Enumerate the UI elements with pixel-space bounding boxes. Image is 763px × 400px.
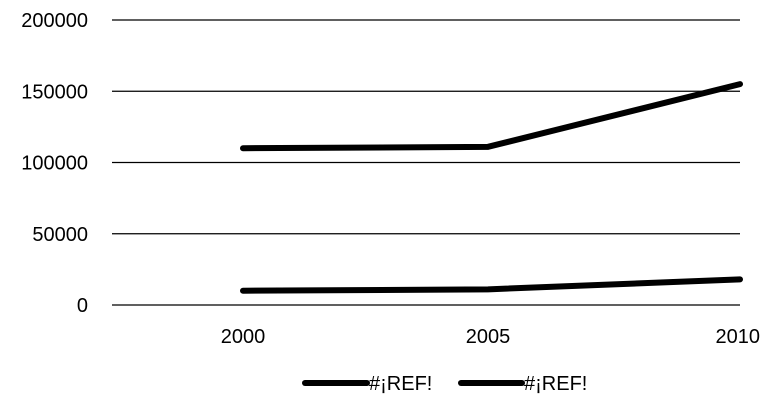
- series-line-2: [240, 276, 743, 294]
- legend-label: #¡REF!: [524, 373, 587, 395]
- y-tick-label: 50000: [32, 224, 88, 246]
- y-tick-label: 150000: [21, 81, 88, 103]
- legend-label: #¡REF!: [369, 373, 432, 395]
- series-line-1: [240, 81, 743, 152]
- x-tick-label: 2010: [716, 326, 761, 348]
- x-tick-label: 2005: [466, 326, 511, 348]
- x-tick-label: 2000: [221, 326, 266, 348]
- y-tick-label: 100000: [21, 153, 88, 175]
- y-tick-label: 0: [77, 295, 88, 317]
- y-tick-label: 200000: [21, 10, 88, 32]
